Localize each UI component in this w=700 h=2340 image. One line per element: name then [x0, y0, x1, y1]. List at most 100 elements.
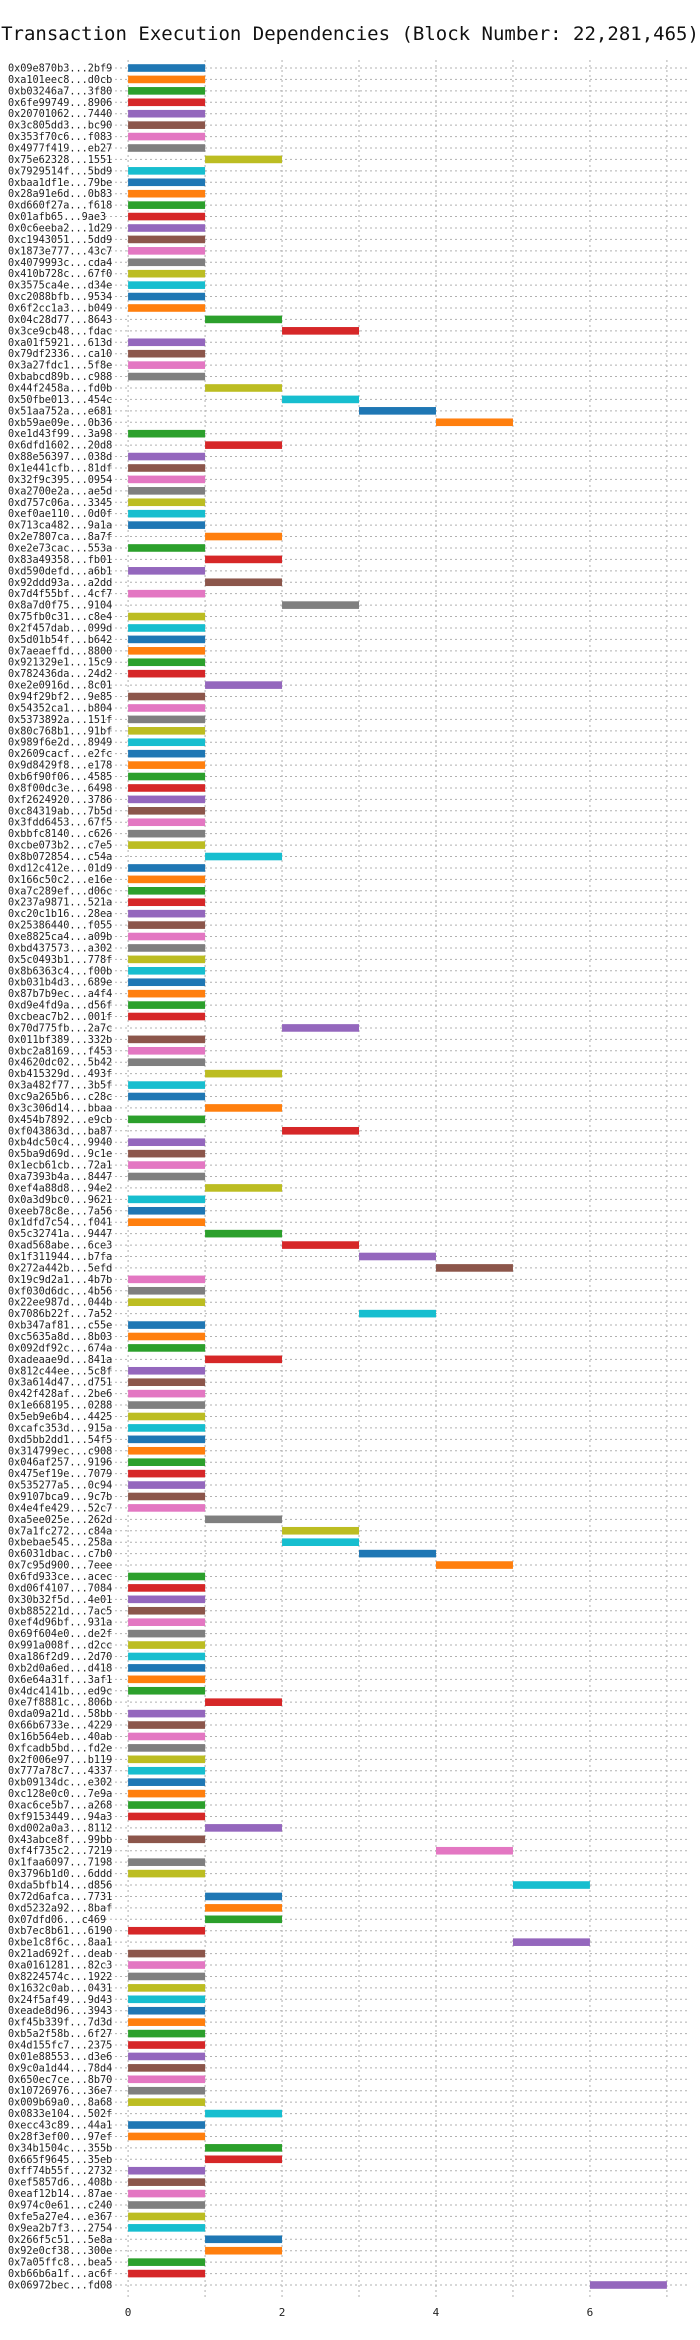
transaction-bar	[128, 178, 206, 187]
transaction-bar	[128, 1058, 206, 1067]
transaction-label: 0xb7ec8b61...6190	[8, 1926, 112, 1937]
transaction-bar	[128, 738, 206, 747]
transaction-bar	[128, 498, 206, 507]
transaction-bar	[128, 898, 206, 907]
transaction-bar	[282, 1526, 360, 1535]
transaction-bar	[128, 966, 206, 975]
transaction-label: 0x04c28d77...8643	[8, 315, 112, 326]
transaction-bar	[512, 1938, 590, 1946]
bar-group	[128, 64, 667, 2289]
transaction-bar	[205, 578, 283, 587]
transaction-label: 0x9ea2b7f3...2754	[8, 2223, 112, 2234]
transaction-label: 0xb5a2f58b...6f27	[8, 2029, 112, 2040]
transaction-bar	[205, 2109, 283, 2118]
transaction-label: 0xc20c1b16...28ea	[8, 909, 112, 920]
transaction-bar	[128, 429, 206, 438]
transaction-bar	[128, 2121, 206, 2129]
transaction-label: 0x475ef19e...7079	[8, 1469, 112, 1480]
transaction-label: 0x3a482f77...3b5f	[8, 1081, 112, 1092]
transaction-bar	[128, 2132, 206, 2141]
transaction-label: 0xff74b55f...2732	[8, 2166, 112, 2177]
transaction-label: 0xf2624920...3786	[8, 795, 112, 806]
transaction-label: 0xb4dc50c4...9940	[8, 1138, 112, 1149]
transaction-bar	[282, 601, 360, 609]
transaction-bar	[128, 807, 206, 815]
transaction-bar	[128, 1435, 206, 1444]
transaction-label: 0x314799ec...c908	[8, 1446, 112, 1457]
transaction-label: 0xa101eec8...d0cb	[8, 75, 112, 86]
transaction-label: 0x353f70c6...f083	[8, 132, 112, 143]
transaction-bar	[128, 1275, 206, 1284]
transaction-bar	[128, 1012, 206, 1021]
transaction-bar	[128, 1115, 206, 1124]
transaction-bar	[128, 75, 206, 84]
transaction-label: 0xda09a21d...58bb	[8, 1709, 112, 1720]
transaction-label: 0x1873e777...43c7	[8, 246, 112, 257]
transaction-bar	[128, 1835, 206, 1844]
transaction-bar	[205, 2144, 283, 2152]
transaction-label: 0xbd437573...a302	[8, 943, 112, 954]
transaction-label: 0x5d01b54f...b642	[8, 635, 112, 646]
transaction-label: 0xeeb78c8e...7a56	[8, 1206, 112, 1217]
transaction-bar	[205, 1184, 283, 1192]
transaction-label: 0x1e668195...0288	[8, 1401, 112, 1412]
transaction-bar	[128, 1332, 206, 1341]
transaction-label: 0xd5bb2dd1...54f5	[8, 1435, 112, 1446]
transaction-label: 0xe8825ca4...a09b	[8, 932, 112, 943]
transaction-label: 0x30b32f5d...4e01	[8, 1595, 112, 1606]
transaction-bar	[128, 772, 206, 781]
transaction-bar	[128, 612, 206, 621]
transaction-label: 0xb031b4d3...689e	[8, 978, 112, 989]
transaction-label: 0x2609cacf...e2fc	[8, 749, 112, 760]
transaction-label: 0x237a9871...521a	[8, 898, 112, 909]
transaction-bar	[128, 875, 206, 884]
transaction-bar	[128, 1572, 206, 1581]
transaction-label: 0x921329e1...15c9	[8, 658, 112, 669]
transaction-bar	[435, 1561, 513, 1569]
transaction-label: 0xa0161281...82c3	[8, 1961, 112, 1972]
transaction-bar	[205, 681, 283, 689]
transaction-bar	[128, 1961, 206, 1969]
transaction-label: 0x4079993c...cda4	[8, 258, 112, 269]
transaction-label: 0xeaf12b14...87ae	[8, 2189, 112, 2200]
transaction-label: 0x0c6eeba2...1d29	[8, 223, 112, 234]
transaction-label: 0x7a05ffc8...bea5	[8, 2258, 112, 2269]
transaction-bar	[128, 224, 206, 232]
transaction-label: 0x4620dc02...5b42	[8, 1058, 112, 1069]
transaction-bar	[128, 521, 206, 529]
transaction-bar	[128, 292, 206, 301]
transaction-label: 0x1faa6097...7198	[8, 1858, 112, 1869]
transaction-label: 0x2e7807ca...8a7f	[8, 532, 112, 543]
transaction-label: 0x92ddd93a...a2dd	[8, 578, 112, 589]
transaction-label: 0x9c0a1d44...78d4	[8, 2063, 112, 2074]
transaction-label: 0x266f5c51...5e8a	[8, 2235, 112, 2246]
transaction-bar	[128, 144, 206, 152]
transaction-label: 0x3c306d14...bbaa	[8, 1103, 112, 1114]
y-axis-labels: 0x09e870b3...2bf90xa101eec8...d0cb0xb032…	[8, 64, 112, 2292]
transaction-bar	[128, 1869, 206, 1878]
transaction-bar	[128, 1812, 206, 1821]
transaction-bar	[205, 532, 283, 541]
transaction-label: 0x991a008f...d2cc	[8, 1641, 112, 1652]
transaction-label: 0x4977f419...eb27	[8, 143, 112, 154]
transaction-bar	[128, 1972, 206, 1981]
transaction-label: 0x80c768b1...91bf	[8, 726, 112, 737]
transaction-bar	[128, 1686, 206, 1695]
transaction-bar	[128, 647, 206, 655]
transaction-bar	[205, 1698, 283, 1706]
transaction-bar	[128, 487, 206, 495]
transaction-bar	[205, 441, 283, 449]
transaction-label: 0x046af257...9196	[8, 1458, 112, 1469]
transaction-label: 0xb2d0a6ed...d418	[8, 1663, 112, 1674]
transaction-label: 0x3a27fdc1...5f8e	[8, 361, 112, 372]
transaction-label: 0xf030d6dc...4b56	[8, 1286, 112, 1297]
transaction-label: 0xd590defd...a6b1	[8, 566, 112, 577]
transaction-bar	[282, 327, 360, 335]
transaction-label: 0x8a7d0f75...9104	[8, 601, 112, 612]
transaction-label: 0x7a1fc272...c84a	[8, 1526, 112, 1537]
transaction-bar	[128, 2041, 206, 2049]
transaction-label: 0xcbeac7b2...001f	[8, 1012, 112, 1023]
transaction-label: 0xbe1c8f6c...8aa1	[8, 1938, 112, 1949]
transaction-bar	[128, 2006, 206, 2015]
x-axis-ticks: 0 2 4 6	[125, 2306, 593, 2319]
